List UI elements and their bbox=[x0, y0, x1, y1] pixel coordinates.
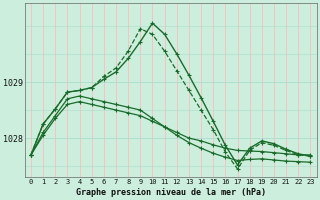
X-axis label: Graphe pression niveau de la mer (hPa): Graphe pression niveau de la mer (hPa) bbox=[76, 188, 266, 197]
